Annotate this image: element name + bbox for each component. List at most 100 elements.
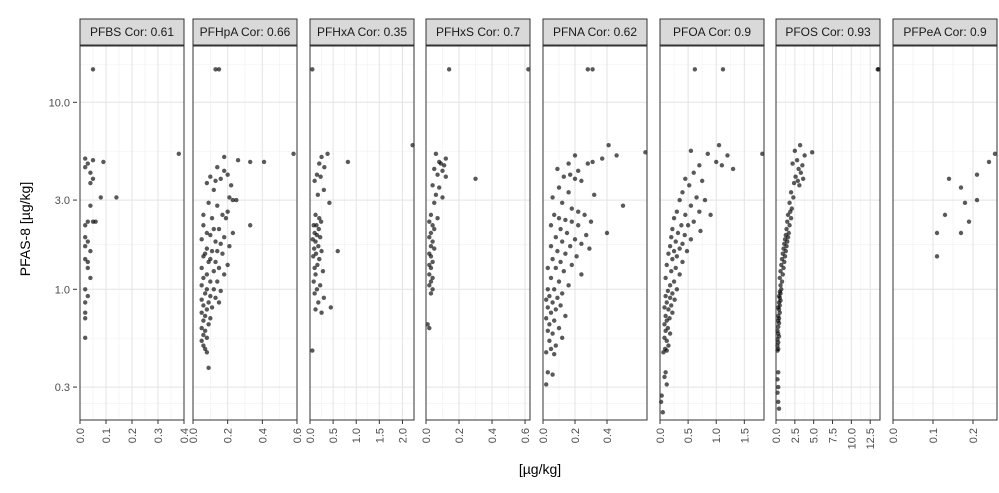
- data-point: [317, 215, 322, 221]
- data-point: [673, 239, 678, 244]
- data-point: [600, 156, 605, 161]
- data-point: [311, 279, 316, 284]
- data-point: [548, 275, 554, 281]
- data-point: [666, 343, 671, 348]
- data-point: [552, 287, 557, 292]
- data-point: [664, 348, 669, 353]
- data-point: [777, 275, 782, 281]
- data-point: [432, 200, 437, 206]
- data-point: [576, 209, 581, 214]
- data-point: [228, 183, 234, 188]
- x-tick-label: 5.0: [809, 428, 821, 443]
- data-point: [673, 265, 678, 271]
- data-point: [566, 190, 571, 195]
- data-point: [688, 203, 694, 208]
- data-point: [225, 209, 230, 214]
- data-point: [572, 176, 578, 181]
- facet-panel-7: 0.0 2.5 5.0 7.5 10.0 12.5 PFOS Cor: 0.93: [771, 18, 881, 449]
- data-point: [213, 295, 218, 301]
- data-point: [322, 164, 327, 170]
- x-tick-label: 0.0: [888, 428, 900, 443]
- data-point: [545, 328, 550, 333]
- data-point: [90, 158, 96, 163]
- data-point: [314, 232, 320, 238]
- data-point: [798, 170, 804, 175]
- data-point: [672, 297, 677, 302]
- data-point: [691, 170, 696, 175]
- data-point: [234, 197, 239, 203]
- data-point: [800, 176, 806, 181]
- data-point: [204, 230, 210, 236]
- data-point: [614, 153, 619, 158]
- data-point: [699, 178, 705, 184]
- facet-strip-label: PFHxA Cor: 0.35: [317, 25, 407, 39]
- data-point: [215, 248, 220, 254]
- x-tick-label: 0.1: [101, 428, 113, 443]
- data-point: [688, 148, 694, 154]
- data-point: [556, 279, 562, 284]
- data-point: [440, 195, 445, 200]
- data-point: [314, 223, 319, 228]
- data-point: [662, 322, 667, 327]
- data-point: [88, 170, 93, 175]
- data-point: [328, 305, 333, 310]
- facet-strip-label: PFPeA Cor: 0.9: [903, 25, 987, 39]
- data-point: [694, 195, 699, 200]
- data-point: [83, 316, 88, 321]
- data-point: [560, 291, 565, 296]
- data-point: [547, 322, 552, 327]
- data-point: [204, 307, 210, 312]
- data-point: [660, 410, 666, 415]
- data-point: [230, 230, 236, 236]
- data-point: [958, 185, 964, 190]
- data-point: [663, 293, 668, 299]
- data-point: [317, 161, 322, 166]
- data-point: [443, 174, 449, 179]
- facet-panel-3: 0.0 0.5 1.0 1.5 2.0 PFHxA Cor: 0.35: [305, 18, 415, 443]
- data-point: [438, 161, 444, 166]
- data-point: [683, 212, 688, 218]
- data-point: [725, 153, 730, 158]
- data-point: [206, 300, 211, 305]
- data-point: [311, 246, 317, 251]
- x-axis-label: [µg/kg]: [519, 461, 561, 477]
- data-point: [545, 265, 550, 271]
- data-point: [553, 234, 558, 240]
- data-point: [688, 237, 694, 242]
- data-point: [199, 283, 204, 288]
- data-point: [692, 67, 698, 72]
- data-point: [776, 406, 782, 411]
- data-point: [566, 283, 571, 288]
- data-point: [204, 180, 210, 186]
- x-tick-label: 0.4: [487, 428, 499, 443]
- data-point: [235, 158, 241, 163]
- facet-strip-label: PFOA Cor: 0.9: [673, 25, 751, 39]
- data-point: [312, 265, 317, 271]
- data-point: [778, 268, 783, 274]
- data-point: [427, 272, 432, 277]
- data-point: [677, 272, 682, 277]
- data-point: [679, 223, 684, 228]
- data-point: [545, 370, 550, 375]
- data-point: [662, 374, 667, 380]
- facet-panel-6: 0.0 0.5 1.0 1.5 PFOA Cor: 0.9: [655, 18, 765, 443]
- data-point: [665, 288, 671, 294]
- data-point: [671, 279, 677, 284]
- data-point: [564, 230, 570, 236]
- data-point: [220, 212, 225, 218]
- x-tick-label: 0.0: [305, 428, 317, 443]
- data-point: [677, 197, 682, 203]
- data-point: [560, 335, 565, 341]
- data-point: [590, 159, 595, 165]
- data-point: [83, 234, 88, 240]
- data-point: [552, 212, 557, 218]
- data-point: [677, 246, 682, 251]
- data-point: [208, 316, 213, 321]
- data-point: [225, 172, 230, 177]
- data-point: [90, 67, 96, 72]
- data-point: [83, 256, 88, 262]
- data-point: [432, 166, 437, 172]
- panel-background: [426, 46, 530, 420]
- data-point: [216, 265, 222, 271]
- data-point: [199, 310, 204, 315]
